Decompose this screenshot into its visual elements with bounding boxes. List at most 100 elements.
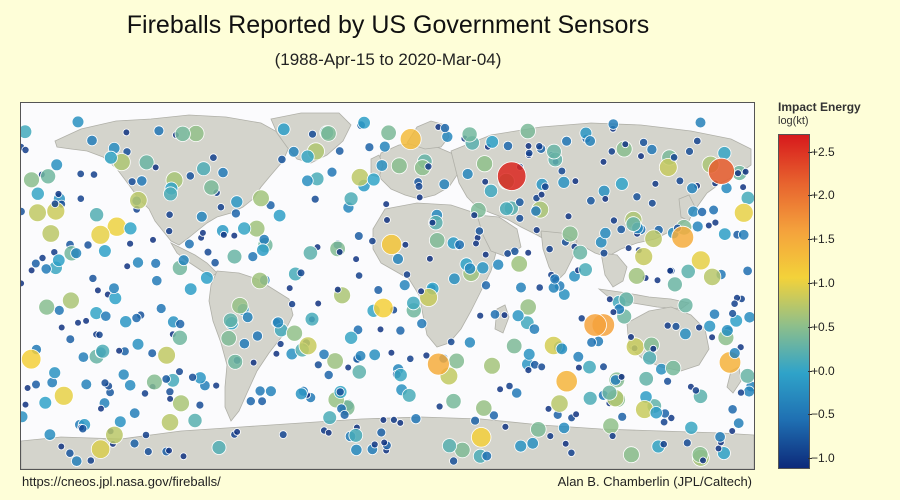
fireball-event-marker[interactable] [601,195,610,203]
fireball-event-marker[interactable] [50,158,64,172]
fireball-event-marker[interactable] [618,291,635,308]
fireball-event-marker[interactable] [343,191,359,207]
fireball-event-marker[interactable] [708,333,716,342]
fireball-event-marker[interactable] [288,300,297,309]
fireball-event-marker[interactable] [123,262,131,271]
fireball-event-marker[interactable] [185,171,195,181]
fireball-event-marker[interactable] [583,313,607,337]
fireball-event-marker[interactable] [428,218,437,227]
fireball-event-marker[interactable] [519,298,537,316]
fireball-event-marker[interactable] [257,396,267,407]
fireball-event-marker[interactable] [38,253,47,262]
fireball-event-marker[interactable] [530,421,547,438]
fireball-event-marker[interactable] [663,321,672,330]
fireball-event-marker[interactable] [143,447,153,457]
fireball-event-marker[interactable] [616,224,626,235]
fireball-event-marker[interactable] [90,439,111,459]
fireball-event-marker[interactable] [401,240,410,249]
fireball-event-marker[interactable] [105,425,124,445]
fireball-event-marker[interactable] [577,314,586,323]
fireball-event-marker[interactable] [690,250,711,271]
fireball-event-marker[interactable] [147,348,157,359]
fireball-event-marker[interactable] [463,336,476,349]
fireball-event-marker[interactable] [691,386,701,395]
fireball-event-marker[interactable] [545,245,554,254]
fireball-event-marker[interactable] [89,170,99,179]
fireball-event-marker[interactable] [599,362,608,372]
fireball-event-marker[interactable] [695,323,703,332]
fireball-event-marker[interactable] [174,125,191,142]
fireball-event-marker[interactable] [415,193,424,202]
fireball-event-marker[interactable] [429,232,446,249]
fireball-event-marker[interactable] [21,400,30,409]
fireball-event-marker[interactable] [586,337,597,348]
fireball-event-marker[interactable] [488,410,499,421]
fireball-event-marker[interactable] [572,244,588,261]
fireball-event-marker[interactable] [682,438,692,448]
fireball-event-marker[interactable] [298,336,318,356]
fireball-event-marker[interactable] [602,417,620,435]
fireball-event-marker[interactable] [519,123,536,140]
fireball-event-marker[interactable] [483,183,499,199]
fireball-event-marker[interactable] [727,404,738,415]
fireball-event-marker[interactable] [179,452,188,461]
fireball-event-marker[interactable] [21,349,42,370]
fireball-event-marker[interactable] [480,280,491,291]
fireball-event-marker[interactable] [210,258,220,268]
fireball-event-marker[interactable] [272,208,287,223]
fireball-event-marker[interactable] [472,239,480,248]
fireball-event-marker[interactable] [435,402,444,411]
fireball-event-marker[interactable] [693,136,702,146]
fireball-event-marker[interactable] [680,263,696,279]
fireball-event-marker[interactable] [272,316,285,329]
fireball-event-marker[interactable] [514,439,528,453]
fireball-event-marker[interactable] [448,352,465,370]
fireball-event-marker[interactable] [506,337,523,355]
fireball-event-marker[interactable] [677,297,694,314]
fireball-event-marker[interactable] [30,258,41,269]
fireball-event-marker[interactable] [647,198,657,208]
fireball-event-marker[interactable] [541,182,550,191]
fireball-event-marker[interactable] [326,352,344,370]
fireball-event-marker[interactable] [21,410,29,423]
fireball-event-marker[interactable] [609,308,618,316]
fireball-event-marker[interactable] [220,330,237,347]
fireball-event-marker[interactable] [426,352,450,376]
fireball-event-marker[interactable] [272,350,281,358]
fireball-event-marker[interactable] [679,327,692,341]
fireball-event-marker[interactable] [572,351,585,363]
fireball-event-marker[interactable] [414,182,424,191]
fireball-event-marker[interactable] [41,224,61,243]
fireball-event-marker[interactable] [380,438,389,447]
fireball-event-marker[interactable] [651,179,660,188]
fireball-event-marker[interactable] [510,246,520,256]
fireball-event-marker[interactable] [65,448,75,458]
fireball-event-marker[interactable] [249,358,258,367]
fireball-event-marker[interactable] [38,395,53,410]
fireball-event-marker[interactable] [233,428,241,436]
fireball-event-marker[interactable] [203,179,220,196]
fireball-event-marker[interactable] [644,229,663,248]
fireball-event-marker[interactable] [500,311,509,319]
fireball-event-marker[interactable] [617,373,626,381]
fireball-event-marker[interactable] [57,323,66,332]
fireball-event-marker[interactable] [71,115,85,129]
fireball-event-marker[interactable] [212,381,221,390]
fireball-event-marker[interactable] [410,413,422,425]
fireball-event-marker[interactable] [625,337,645,357]
fireball-event-marker[interactable] [146,373,163,391]
fireball-event-marker[interactable] [100,310,112,322]
fireball-event-marker[interactable] [532,226,541,234]
fireball-event-marker[interactable] [294,387,308,401]
fireball-event-marker[interactable] [370,440,379,449]
fireball-event-marker[interactable] [739,183,747,191]
fireball-event-marker[interactable] [398,279,411,292]
fireball-event-marker[interactable] [671,321,681,331]
fireball-event-marker[interactable] [638,371,654,387]
fireball-event-marker[interactable] [141,430,151,440]
fireball-event-marker[interactable] [526,437,539,450]
world-map[interactable] [20,102,755,470]
fireball-event-marker[interactable] [304,311,320,327]
fireball-event-marker[interactable] [501,422,510,431]
fireball-event-marker[interactable] [52,253,66,268]
